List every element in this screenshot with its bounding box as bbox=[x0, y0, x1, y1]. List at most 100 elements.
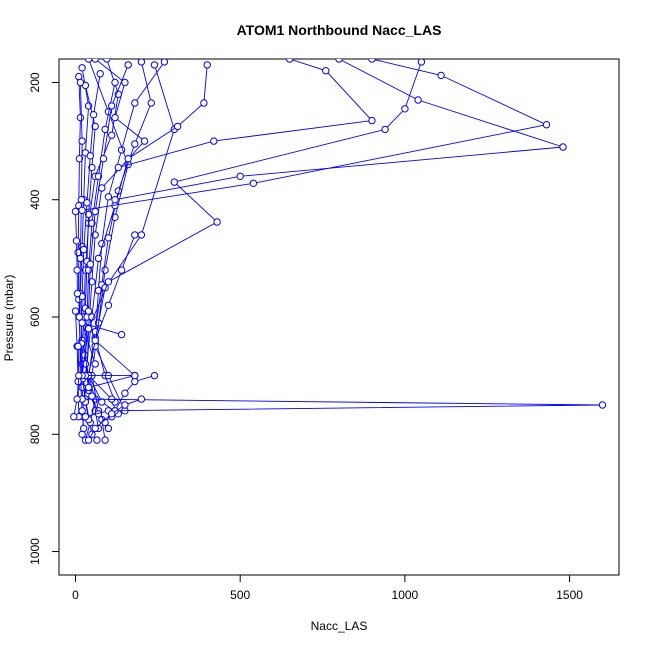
data-point bbox=[108, 410, 116, 418]
x-tick-label: 1500 bbox=[556, 588, 583, 602]
data-point bbox=[121, 389, 129, 397]
data-point bbox=[73, 289, 82, 298]
data-point bbox=[101, 266, 109, 274]
data-point bbox=[559, 143, 567, 151]
data-point bbox=[335, 59, 343, 63]
series-line bbox=[81, 61, 422, 376]
series-line bbox=[80, 73, 101, 420]
data-point bbox=[121, 78, 129, 87]
data-point bbox=[91, 207, 99, 216]
y-tick-label: 200 bbox=[28, 72, 42, 92]
data-point bbox=[131, 140, 139, 148]
data-point bbox=[401, 105, 409, 113]
data-point bbox=[76, 113, 85, 122]
data-point bbox=[88, 278, 96, 286]
data-point bbox=[121, 401, 129, 409]
data-point bbox=[84, 307, 93, 315]
data-point bbox=[77, 196, 86, 204]
series-line bbox=[82, 59, 548, 211]
data-point bbox=[101, 436, 109, 444]
data-point bbox=[368, 116, 376, 125]
data-point bbox=[78, 407, 86, 415]
series bbox=[78, 59, 551, 215]
data-point bbox=[81, 413, 90, 421]
data-point bbox=[108, 131, 116, 139]
data-point bbox=[137, 231, 146, 239]
series-line bbox=[88, 61, 152, 415]
data-point bbox=[437, 71, 445, 80]
data-point bbox=[91, 122, 99, 131]
series bbox=[78, 371, 607, 421]
data-point bbox=[78, 430, 86, 438]
series bbox=[91, 231, 139, 380]
chart-title: ATOM1 Northbound Nacc_LAS bbox=[237, 22, 442, 38]
series bbox=[70, 342, 83, 421]
series-line bbox=[118, 59, 373, 168]
data-point bbox=[203, 61, 211, 69]
data-point bbox=[137, 59, 146, 66]
data-point bbox=[78, 206, 86, 215]
data-point bbox=[71, 307, 80, 315]
data-point bbox=[74, 342, 82, 350]
data-point bbox=[88, 163, 96, 172]
data-point bbox=[89, 111, 98, 119]
x-tick-label: 500 bbox=[230, 588, 250, 602]
series bbox=[84, 61, 132, 415]
data-point bbox=[80, 245, 88, 254]
data-point bbox=[249, 179, 258, 188]
data-point bbox=[124, 155, 132, 163]
data-point bbox=[94, 254, 103, 263]
y-axis: 200 400 600 800 1000 bbox=[28, 72, 60, 565]
data-point bbox=[84, 383, 93, 392]
plot-frame bbox=[58, 58, 620, 576]
data-point bbox=[96, 70, 104, 78]
data-point bbox=[111, 78, 119, 87]
data-point bbox=[91, 336, 99, 345]
data-point bbox=[104, 234, 113, 242]
data-point bbox=[76, 254, 85, 263]
data-point bbox=[210, 137, 218, 145]
data-point bbox=[83, 199, 91, 207]
y-tick-label: 1000 bbox=[28, 538, 42, 565]
data-point bbox=[78, 64, 86, 72]
data-point bbox=[91, 424, 99, 433]
data-point bbox=[88, 392, 96, 400]
data-point bbox=[93, 436, 101, 444]
data-point bbox=[213, 218, 221, 226]
plot-area bbox=[70, 59, 607, 444]
series-line bbox=[73, 346, 80, 417]
data-point bbox=[147, 99, 155, 107]
data-point bbox=[84, 325, 93, 333]
series bbox=[84, 395, 146, 444]
series-line bbox=[81, 375, 603, 418]
series-line bbox=[75, 211, 78, 294]
data-point bbox=[78, 319, 86, 327]
y-tick-label: 600 bbox=[28, 307, 42, 327]
data-point bbox=[104, 193, 113, 201]
data-point bbox=[117, 330, 126, 339]
series-line bbox=[114, 59, 564, 201]
data-point bbox=[124, 61, 132, 69]
data-point bbox=[417, 59, 426, 66]
data-point bbox=[104, 424, 113, 433]
data-point bbox=[368, 59, 376, 63]
data-point bbox=[285, 59, 294, 63]
data-point bbox=[91, 59, 99, 63]
data-point bbox=[73, 266, 81, 274]
data-point bbox=[414, 96, 422, 104]
data-point bbox=[381, 125, 389, 134]
data-point bbox=[598, 401, 607, 409]
data-point bbox=[542, 121, 551, 129]
y-tick-label: 800 bbox=[28, 424, 42, 444]
data-point bbox=[84, 59, 93, 63]
series bbox=[91, 59, 169, 421]
data-point bbox=[75, 371, 83, 380]
data-point bbox=[88, 219, 96, 227]
data-point bbox=[86, 152, 95, 160]
series bbox=[114, 59, 376, 172]
data-point bbox=[91, 360, 99, 368]
data-point bbox=[108, 102, 116, 110]
data-point bbox=[104, 278, 113, 286]
data-point bbox=[236, 172, 244, 181]
data-point bbox=[173, 122, 182, 131]
